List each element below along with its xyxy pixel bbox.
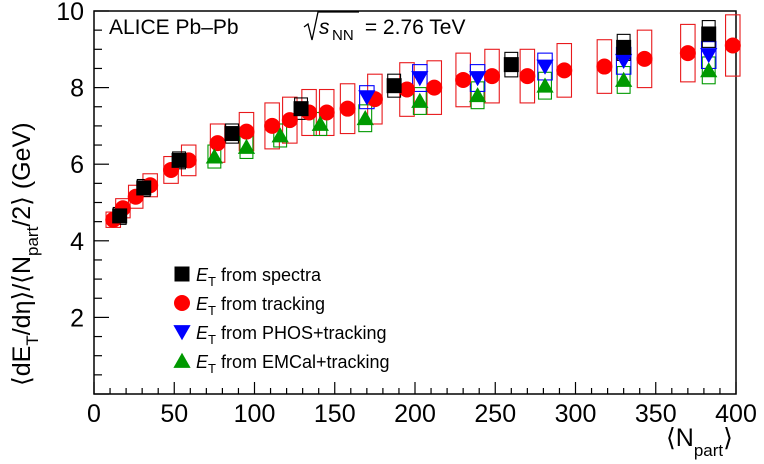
axes: 0 50 100 150 200 250 300 350 400 2 4 6 8 10 bbox=[56, 0, 757, 428]
sys-box bbox=[273, 123, 288, 148]
data-point bbox=[205, 148, 223, 164]
data-point bbox=[411, 71, 429, 87]
y-tick-label: 2 bbox=[70, 304, 84, 332]
x-tick-label: 150 bbox=[314, 400, 356, 428]
x-tick-label: 100 bbox=[234, 400, 276, 428]
data-point bbox=[358, 90, 376, 106]
data-point bbox=[339, 100, 356, 117]
x-axis-title: ⟨Npart⟩ bbox=[666, 424, 733, 460]
legend-marker bbox=[173, 352, 191, 368]
legend-marker bbox=[174, 295, 190, 311]
x-tick-label: 400 bbox=[715, 400, 757, 428]
x-tick-label: 50 bbox=[160, 400, 188, 428]
x-tick-label: 0 bbox=[87, 400, 101, 428]
y-tick-label: 10 bbox=[56, 0, 84, 26]
data-point bbox=[536, 77, 554, 93]
data-point bbox=[556, 62, 573, 79]
data-point bbox=[237, 138, 256, 154]
data-point bbox=[112, 208, 128, 224]
data-point bbox=[615, 53, 633, 69]
legend-label: ET from spectra bbox=[196, 265, 322, 289]
data-point bbox=[293, 101, 309, 117]
data-point bbox=[224, 126, 240, 142]
plot-frame bbox=[93, 10, 737, 395]
energy-subscript: NN bbox=[332, 27, 354, 44]
legend-marker bbox=[173, 325, 191, 341]
data-point bbox=[209, 135, 226, 152]
data-point bbox=[636, 50, 653, 67]
energy-symbol: s bbox=[319, 16, 330, 39]
x-axis-title-text: ⟨Npart⟩ bbox=[666, 424, 733, 460]
y-tick-label: 4 bbox=[70, 228, 84, 256]
data-point bbox=[503, 57, 519, 73]
data-point bbox=[264, 117, 281, 134]
data-point bbox=[701, 26, 717, 42]
data-point bbox=[136, 180, 152, 196]
data-point bbox=[679, 45, 696, 62]
x-tick-label: 200 bbox=[394, 400, 436, 428]
data-point bbox=[615, 71, 633, 87]
x-tick-label: 250 bbox=[474, 400, 516, 428]
data-point bbox=[724, 37, 741, 54]
data-point bbox=[468, 71, 487, 87]
data-point bbox=[468, 87, 487, 103]
data-point bbox=[386, 78, 402, 94]
data-point bbox=[616, 39, 632, 55]
y-tick-label: 6 bbox=[70, 151, 84, 179]
data-point bbox=[356, 110, 374, 126]
data-point bbox=[700, 48, 718, 64]
sqrt-sign bbox=[303, 11, 359, 41]
data-point bbox=[484, 68, 501, 85]
x-tick-label: 350 bbox=[635, 400, 677, 428]
data-markers bbox=[105, 26, 741, 228]
sys-box bbox=[358, 104, 373, 133]
data-point bbox=[271, 127, 289, 143]
sys-box bbox=[412, 87, 427, 115]
data-point bbox=[700, 62, 718, 78]
legend-marker bbox=[174, 266, 190, 282]
data-point bbox=[519, 68, 536, 85]
data-point bbox=[411, 92, 429, 108]
data-point bbox=[426, 79, 443, 96]
data-point bbox=[455, 71, 472, 88]
data-point bbox=[536, 59, 554, 75]
y-axis-title: ⟨dET/dη⟩/⟨Npart/2⟩ (GeV) bbox=[8, 122, 42, 386]
chart-title: ALICE Pb–Pb s NN = 2.76 TeV bbox=[109, 11, 465, 44]
systematic-boxes bbox=[105, 14, 741, 228]
data-point bbox=[171, 152, 187, 168]
data-point bbox=[311, 115, 329, 131]
legend-label: ET from tracking bbox=[196, 294, 325, 318]
legend: ET from spectra ET from tracking ET from P… bbox=[173, 265, 390, 376]
x-tick-label: 300 bbox=[555, 400, 597, 428]
y-axis-title-text: ⟨dET/dη⟩/⟨Npart/2⟩ (GeV) bbox=[8, 122, 42, 386]
data-point bbox=[238, 123, 255, 140]
energy-value: = 2.76 TeV bbox=[359, 16, 465, 39]
sys-box bbox=[412, 64, 428, 92]
legend-label: ET from PHOS+tracking bbox=[196, 323, 387, 347]
data-point bbox=[596, 58, 613, 75]
title-label: ALICE Pb–Pb bbox=[109, 16, 239, 39]
legend-label: ET from EMCal+tracking bbox=[196, 352, 390, 376]
data-point bbox=[318, 104, 335, 121]
data-point bbox=[398, 81, 415, 98]
y-tick-label: 8 bbox=[70, 75, 84, 103]
